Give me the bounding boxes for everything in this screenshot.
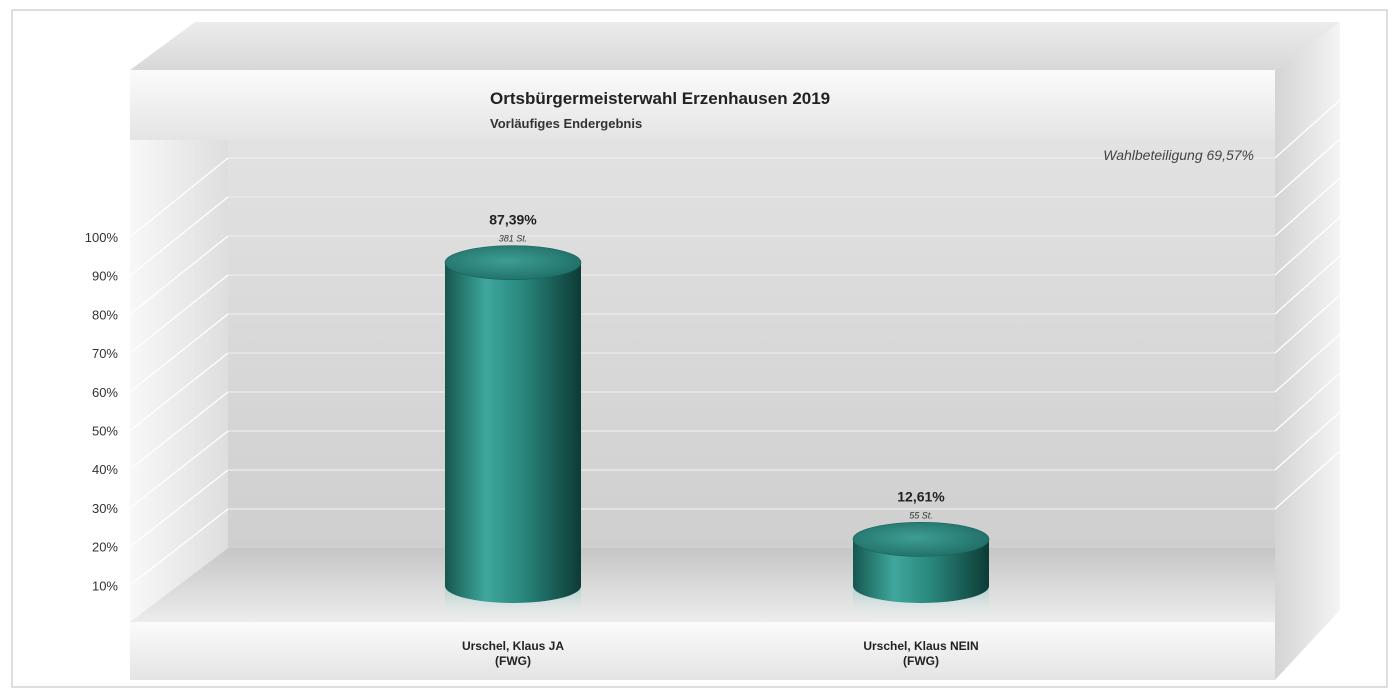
front-face-bottom xyxy=(130,622,1275,680)
gridline-right xyxy=(1274,255,1341,315)
bar-top xyxy=(444,245,582,280)
gridline-left xyxy=(129,352,229,432)
outer-frame xyxy=(11,9,1388,688)
y-tick-label: 20% xyxy=(92,540,118,555)
y-tick-label: 40% xyxy=(92,462,118,477)
gridline-right xyxy=(1274,177,1341,237)
gridline-left xyxy=(129,508,229,586)
bars: 87,39%381 St.Urschel, Klaus JA(FWG)12,61… xyxy=(444,212,990,668)
value-label: 87,39% xyxy=(489,212,537,228)
chart-box xyxy=(130,22,1340,680)
front-face-top xyxy=(130,70,1275,140)
gridline-right xyxy=(1274,372,1341,432)
gridline-right xyxy=(1274,411,1341,471)
bar-top xyxy=(852,522,990,557)
bar-reflection xyxy=(853,586,989,625)
category-label: (FWG) xyxy=(495,654,531,668)
gridlines xyxy=(129,99,1341,586)
back-wall xyxy=(228,138,1275,548)
bar-body xyxy=(853,539,989,603)
category-label: Urschel, Klaus JA xyxy=(462,639,564,653)
turnout-annotation: Wahlbeteiligung 69,57% xyxy=(1103,147,1254,163)
gridline-right xyxy=(1274,333,1341,393)
gridline-right xyxy=(1274,450,1341,510)
left-wall xyxy=(130,70,228,622)
gridline-left xyxy=(129,391,229,470)
y-tick-label: 50% xyxy=(92,424,118,439)
gridline-left xyxy=(129,313,229,393)
right-wall xyxy=(1275,22,1340,680)
gridline-left xyxy=(129,157,229,238)
gridline-left xyxy=(129,196,229,277)
chart-title: Ortsbürgermeisterwahl Erzenhausen 2019 xyxy=(490,89,830,108)
y-tick-label: 100% xyxy=(85,230,119,245)
y-tick-label: 10% xyxy=(92,578,118,593)
bar-1: 87,39% 381 St. Urschel, Klaus JA(FWG) xyxy=(444,212,582,668)
chart-subtitle: Vorläufiges Endergebnis xyxy=(490,116,642,131)
y-tick-label: 70% xyxy=(92,346,118,361)
gridline-left xyxy=(129,274,229,354)
gridline-left xyxy=(129,469,229,548)
bar-body xyxy=(445,262,581,603)
gridline-right xyxy=(1274,294,1341,354)
category-label: (FWG) xyxy=(903,654,939,668)
vote-count-label: 381 St. xyxy=(499,234,528,244)
bar-2: 12,61% 55 St. Urschel, Klaus NEIN(FWG) xyxy=(852,488,990,668)
y-axis-ticks: 10% 20% 30% 40% 50% 60% 70% 80% 90% 100% xyxy=(85,230,119,593)
top-face xyxy=(130,22,1340,70)
y-tick-label: 80% xyxy=(92,307,118,322)
gridline-right xyxy=(1274,99,1341,159)
gridline-right xyxy=(1274,138,1341,198)
category-label: Urschel, Klaus NEIN xyxy=(863,639,978,653)
floor xyxy=(130,548,1275,622)
y-tick-label: 30% xyxy=(92,501,118,516)
gridline-right xyxy=(1274,216,1341,276)
value-label: 12,61% xyxy=(897,488,945,504)
vote-count-label: 55 St. xyxy=(909,510,933,520)
y-tick-label: 60% xyxy=(92,385,118,400)
gridline-left xyxy=(129,235,229,315)
bar-reflection xyxy=(445,586,581,625)
gridline-left xyxy=(129,430,229,509)
y-tick-label: 90% xyxy=(92,269,118,284)
